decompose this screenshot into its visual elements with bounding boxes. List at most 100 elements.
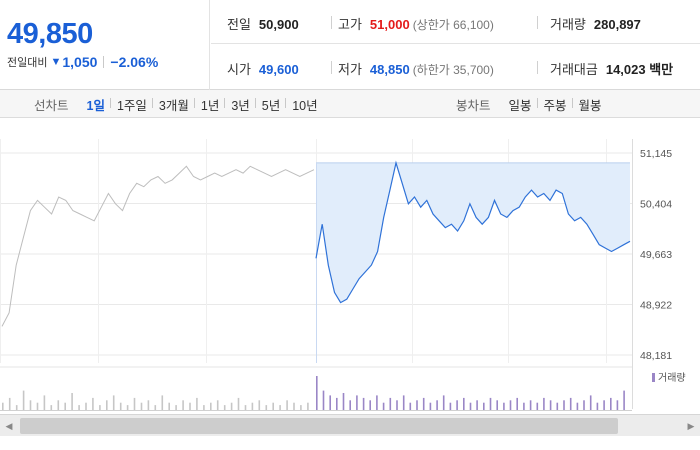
volume-bar bbox=[576, 402, 579, 410]
volume-bar bbox=[463, 397, 465, 410]
volume-bar bbox=[436, 400, 438, 410]
volume-bar bbox=[322, 390, 325, 410]
tab-3y[interactable]: 3년 bbox=[224, 95, 255, 114]
volume-bar bbox=[286, 400, 288, 410]
price-chart[interactable]: 51,145 50,404 49,663 48,922 48,181 거래량 bbox=[0, 119, 700, 414]
divider bbox=[331, 61, 332, 74]
volume-bar bbox=[92, 397, 94, 410]
current-price: 49,850 bbox=[7, 18, 93, 50]
candle-chart-label: 봉차트 bbox=[456, 98, 491, 113]
scroll-thumb[interactable] bbox=[20, 418, 618, 434]
volume-legend-label: 거래량 bbox=[658, 372, 686, 384]
tab-monthly[interactable]: 월봉 bbox=[571, 95, 608, 114]
volume-bar bbox=[300, 405, 302, 410]
bottom-pad bbox=[0, 436, 700, 450]
tab-1y[interactable]: 1년 bbox=[193, 95, 225, 114]
volume-bar bbox=[496, 400, 498, 410]
volume-bar bbox=[43, 395, 46, 410]
volume-bar bbox=[442, 395, 445, 410]
volume-bar bbox=[356, 395, 358, 410]
stat-high: 고가 51,000 (상한가 66,100) bbox=[338, 14, 494, 33]
volume-bar bbox=[336, 397, 338, 410]
volume-bar bbox=[536, 402, 539, 410]
volume-bar bbox=[203, 405, 205, 410]
today-series bbox=[315, 160, 631, 363]
down-arrow-icon: ▼ bbox=[50, 56, 62, 68]
change-percent: −2.06% bbox=[110, 54, 159, 70]
volume-legend-swatch bbox=[652, 373, 655, 382]
volume-bar bbox=[64, 402, 66, 410]
volume-bar bbox=[161, 395, 164, 410]
volume-bar bbox=[369, 400, 371, 410]
volume-bar bbox=[272, 402, 274, 410]
triangle-right-icon[interactable]: ▶ bbox=[687, 421, 695, 431]
volume-bar bbox=[589, 395, 592, 410]
stat-label: 저가 bbox=[338, 62, 362, 77]
chart-scrollbar[interactable]: ◀ ▶ bbox=[0, 414, 700, 436]
volume-bar bbox=[210, 402, 212, 410]
price-block: 49,850 전일대비 ▼ 1,050 −2.06% bbox=[0, 0, 210, 90]
volume-bar bbox=[316, 376, 318, 410]
stat-label: 전일 bbox=[227, 17, 251, 32]
volume-bar bbox=[402, 395, 405, 410]
stat-low: 저가 48,850 (하한가 35,700) bbox=[338, 59, 494, 78]
tab-10y[interactable]: 10년 bbox=[285, 95, 323, 114]
volume-bar bbox=[175, 405, 177, 410]
volume-bar bbox=[376, 395, 378, 410]
volume-panel: 거래량 bbox=[0, 366, 686, 411]
upper-limit: (상한가 66,100) bbox=[412, 18, 494, 32]
volume-bar bbox=[569, 397, 572, 410]
volume-bar bbox=[244, 405, 247, 410]
tab-daily[interactable]: 일봉 bbox=[508, 98, 532, 113]
volume-bar bbox=[230, 402, 233, 410]
stat-row-1: 전일 50,900 고가 51,000 (상한가 66,100) 거래량 280,897 bbox=[211, 0, 700, 44]
volume-bar bbox=[258, 400, 261, 410]
tab-weekly[interactable]: 주봉 bbox=[536, 95, 573, 114]
volume-bar bbox=[429, 402, 432, 410]
volume-bar bbox=[293, 402, 295, 410]
volume-bar bbox=[362, 397, 365, 410]
volume-bar bbox=[189, 402, 191, 410]
volume-bar bbox=[196, 397, 198, 410]
stat-open: 시가 49,600 bbox=[227, 59, 299, 78]
stat-label: 거래량 bbox=[550, 17, 586, 32]
divider bbox=[331, 16, 332, 29]
tab-5y[interactable]: 5년 bbox=[254, 95, 286, 114]
tab-3m[interactable]: 3개월 bbox=[151, 95, 195, 114]
volume-bar bbox=[182, 400, 184, 410]
stat-label: 시가 bbox=[227, 62, 251, 77]
volume-bar bbox=[563, 400, 565, 410]
today-line bbox=[315, 160, 631, 304]
tab-1w[interactable]: 1주일 bbox=[109, 95, 153, 114]
volume-bar bbox=[603, 400, 605, 410]
y-tick-label: 48,922 bbox=[640, 300, 672, 312]
volume-bar bbox=[549, 400, 552, 410]
prev-day-line bbox=[1, 165, 315, 327]
volume-bar bbox=[126, 405, 129, 410]
prev-day-series bbox=[1, 165, 315, 327]
volume-bar bbox=[8, 397, 11, 410]
volume-bar bbox=[216, 400, 219, 410]
volume-bar bbox=[456, 400, 458, 410]
volume-bar bbox=[469, 402, 472, 410]
volume-bar bbox=[556, 402, 559, 410]
volume-bar bbox=[22, 390, 25, 410]
volume-bar bbox=[85, 402, 87, 410]
volume-bar bbox=[382, 402, 385, 410]
volume-bar bbox=[307, 402, 309, 410]
volume-bar bbox=[279, 405, 281, 410]
triangle-left-icon[interactable]: ◀ bbox=[5, 421, 13, 431]
volume-bar bbox=[133, 397, 136, 410]
tab-1d[interactable]: 1일 bbox=[86, 98, 105, 113]
volume-bar bbox=[15, 405, 18, 410]
change-line: 전일대비 ▼ 1,050 −2.06% bbox=[7, 54, 158, 70]
stat-value: 48,850 bbox=[369, 62, 410, 77]
volume-bar bbox=[265, 405, 268, 410]
stat-grid: 전일 50,900 고가 51,000 (상한가 66,100) 거래량 280,897… bbox=[211, 0, 700, 90]
change-divider bbox=[103, 56, 105, 68]
volume-bar bbox=[396, 400, 398, 410]
stat-prev-close: 전일 50,900 bbox=[227, 14, 299, 33]
volume-bar bbox=[583, 400, 585, 410]
volume-bar bbox=[516, 397, 518, 410]
volume-bar bbox=[616, 400, 619, 410]
